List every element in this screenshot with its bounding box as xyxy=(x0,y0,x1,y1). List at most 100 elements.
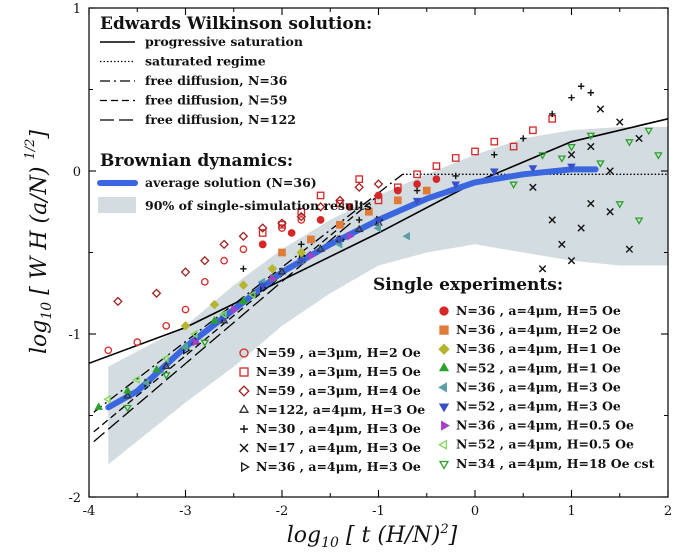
series-14-n-52-a-4-m-h-0-5-oe xyxy=(103,290,256,404)
data-point xyxy=(471,147,479,156)
data-point xyxy=(220,256,228,265)
legend-series-label-15: N=34 , a=4μm, H=18 Oe cst xyxy=(456,456,655,471)
legend-marker-15 xyxy=(438,460,450,470)
data-point xyxy=(180,342,188,352)
data-point xyxy=(257,223,268,233)
data-point xyxy=(355,175,364,183)
legend-marker-3 xyxy=(238,404,250,413)
data-point xyxy=(549,110,556,118)
data-point xyxy=(210,315,219,324)
data-point xyxy=(152,364,161,373)
data-point xyxy=(432,162,441,170)
data-point xyxy=(219,310,227,319)
data-point xyxy=(654,152,663,160)
legend-series-label-3: N=122, a=4μm, H=3 Oe xyxy=(256,402,425,417)
legend-band-label: 90% of single-simulation results xyxy=(145,198,372,213)
legend-average-label: average solution (N=36) xyxy=(145,175,317,190)
legend-marker-14 xyxy=(438,439,447,450)
data-point xyxy=(373,179,384,189)
x-tick-label: -3 xyxy=(179,504,192,519)
data-point xyxy=(132,375,140,384)
data-point xyxy=(123,404,132,413)
data-point xyxy=(567,144,576,152)
data-point xyxy=(489,168,499,176)
data-point xyxy=(308,251,316,261)
data-point xyxy=(432,175,441,183)
legend-marker-9 xyxy=(438,343,450,355)
x-tick-label: 0 xyxy=(471,504,479,519)
data-point xyxy=(587,199,595,208)
data-point xyxy=(606,208,614,216)
data-point xyxy=(104,346,113,355)
data-point xyxy=(354,182,364,193)
data-point xyxy=(180,267,191,277)
data-point xyxy=(615,201,625,209)
data-point xyxy=(412,197,422,206)
x-tick-label: -2 xyxy=(276,504,289,519)
data-point xyxy=(616,118,624,126)
legend-marker-11 xyxy=(438,382,447,393)
axis-ticks-layer: -4 -3 -2 -1 0 1 2 -2 -1 0 1 xyxy=(68,2,672,519)
data-point xyxy=(277,218,287,228)
data-points-layer xyxy=(94,83,663,413)
data-point xyxy=(307,235,315,244)
data-point xyxy=(287,229,296,237)
data-point xyxy=(509,181,518,189)
legend-series-label-10: N=52 , a=4μm, H=1 Oe xyxy=(456,360,621,375)
data-point xyxy=(356,216,363,224)
x-tick-label: 1 xyxy=(567,504,575,519)
data-point xyxy=(141,378,150,388)
legend-marker-5 xyxy=(239,443,249,453)
x-axis-title: log10 [ t (H/N)2] xyxy=(287,522,458,551)
series-2-n-59-a-3-m-h-4-oe xyxy=(113,179,384,307)
data-point xyxy=(113,296,123,307)
data-point xyxy=(548,216,556,224)
legend-label-free-diffusion-n-36: free diffusion, N=36 xyxy=(145,73,288,88)
average-solution-curve xyxy=(105,166,599,411)
data-point xyxy=(634,217,644,225)
data-point xyxy=(596,160,605,168)
data-point xyxy=(239,245,248,254)
data-point xyxy=(258,240,267,249)
data-point xyxy=(336,199,344,208)
data-point xyxy=(538,152,547,160)
legend-series-label-8: N=36 , a=4μm, H=2 Oe xyxy=(456,322,621,337)
data-point xyxy=(557,155,567,163)
data-point xyxy=(161,372,171,380)
data-point xyxy=(587,89,594,96)
data-point xyxy=(298,241,305,248)
data-point xyxy=(568,94,575,101)
x-tick-label: -4 xyxy=(83,504,96,519)
data-point xyxy=(596,105,605,113)
data-point xyxy=(123,386,132,394)
legend-marker-7 xyxy=(439,306,449,316)
data-point xyxy=(335,236,345,245)
legend-marker-1 xyxy=(239,367,249,377)
data-point xyxy=(335,195,345,206)
legend-series-label-1: N=39 , a=3μm, H=5 Oe xyxy=(256,364,421,379)
legend-marker-10 xyxy=(438,362,450,372)
data-point xyxy=(491,151,498,158)
data-point xyxy=(451,154,460,162)
data-point xyxy=(190,329,198,339)
data-point xyxy=(373,223,381,233)
theory-legend-heading: Edwards Wilkinson solution: xyxy=(100,14,372,34)
series-5-n-17-a-4-m-h-3-oe xyxy=(529,105,643,273)
data-point xyxy=(490,137,499,146)
legend-series-label-4: N=30 , a=4μm, H=3 Oe xyxy=(256,421,421,436)
x-tick-label: 2 xyxy=(664,504,672,519)
legend-label-free-diffusion-n-122: free diffusion, N=122 xyxy=(145,112,296,127)
data-point xyxy=(345,203,354,211)
data-point xyxy=(558,240,566,249)
confidence-band-90pct xyxy=(108,127,668,465)
data-point xyxy=(567,151,576,159)
legend-series-label-11: N=36 , a=4μm, H=3 Oe xyxy=(456,379,621,394)
legend-series-label-0: N=59 , a=3μm, H=2 Oe xyxy=(256,345,421,360)
y-tick-label: 1 xyxy=(73,2,81,17)
data-point xyxy=(529,126,537,135)
data-point xyxy=(393,196,402,205)
average-curve-layer xyxy=(105,166,599,411)
legend-band-swatch xyxy=(98,197,136,213)
data-point xyxy=(606,167,614,175)
data-point xyxy=(529,183,537,191)
